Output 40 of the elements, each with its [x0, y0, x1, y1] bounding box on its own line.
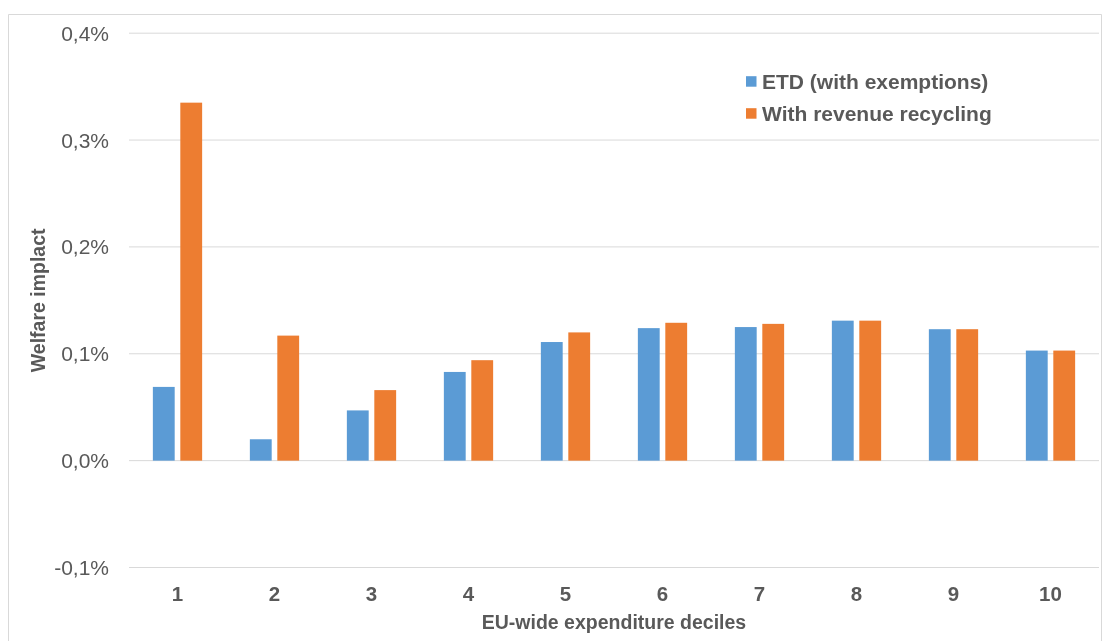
bar — [762, 323, 785, 461]
x-tick-label: 7 — [753, 582, 766, 605]
bar — [277, 335, 300, 461]
y-tick-label: 0,1% — [61, 342, 109, 366]
y-tick-label: 0,0% — [61, 449, 109, 473]
bar — [443, 371, 466, 461]
x-tick-label: 3 — [365, 582, 378, 605]
x-tick-label: 5 — [559, 582, 572, 605]
bar — [540, 342, 563, 461]
x-tick-label: 6 — [656, 582, 669, 605]
bar — [374, 390, 397, 461]
y-tick-label: 0,4% — [61, 21, 109, 45]
y-tick-label: 0,3% — [61, 128, 109, 152]
x-tick-label: 4 — [462, 582, 475, 605]
bar — [859, 320, 882, 461]
bar — [1025, 350, 1048, 461]
x-axis-title: EU-wide expenditure deciles — [481, 611, 747, 633]
y-tick-label: 0,2% — [61, 235, 109, 259]
x-tick-label: 2 — [268, 582, 281, 605]
x-tick-label: 9 — [947, 582, 960, 605]
bar — [152, 386, 175, 461]
legend-label: With revenue recycling — [762, 101, 992, 125]
bar — [568, 332, 591, 461]
bar — [831, 320, 854, 461]
bar — [665, 322, 688, 461]
bar — [471, 360, 494, 461]
bar — [346, 410, 369, 461]
y-axis-title: Welfare implact — [27, 227, 49, 373]
bar — [928, 329, 951, 461]
bar — [180, 102, 203, 461]
bar — [249, 439, 272, 461]
x-tick-label: 10 — [1039, 582, 1062, 605]
x-tick-label: 8 — [850, 582, 863, 605]
x-tick-label: 1 — [171, 582, 184, 605]
bar — [637, 328, 660, 461]
legend-label: ETD (with exemptions) — [762, 69, 989, 93]
bar — [1053, 350, 1076, 461]
y-tick-label: -0,1% — [54, 556, 109, 580]
bar — [956, 329, 979, 461]
bar — [734, 327, 757, 461]
